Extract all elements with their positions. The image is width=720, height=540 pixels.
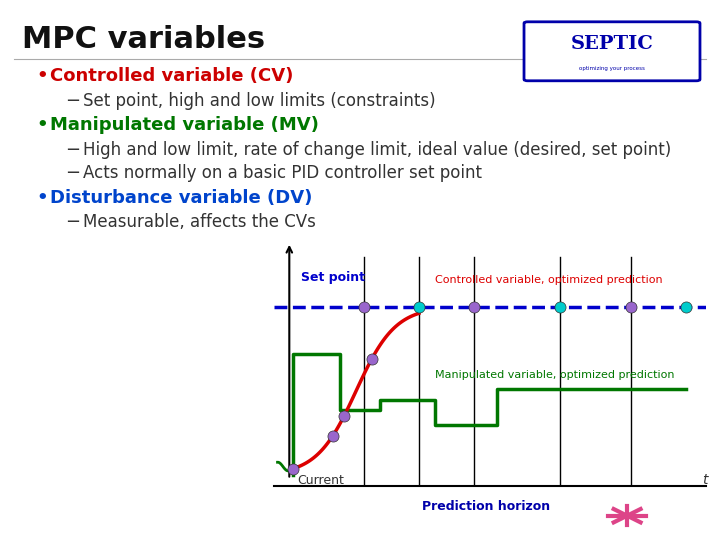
Text: Current: Current <box>297 474 344 487</box>
Text: Set point: Set point <box>301 271 365 284</box>
Text: Manipulated variable, optimized prediction: Manipulated variable, optimized predicti… <box>435 370 674 380</box>
Text: Controlled variable (CV): Controlled variable (CV) <box>50 67 294 85</box>
Text: −: − <box>65 164 80 182</box>
Text: Statoil: Statoil <box>659 511 699 524</box>
Text: Acts normally on a basic PID controller set point: Acts normally on a basic PID controller … <box>83 164 482 182</box>
Text: Measurable, affects the CVs: Measurable, affects the CVs <box>83 213 315 231</box>
Text: −: − <box>65 213 80 231</box>
Text: High and low limit, rate of change limit, ideal value (desired, set point): High and low limit, rate of change limit… <box>83 141 671 159</box>
Text: Disturbance variable (DV): Disturbance variable (DV) <box>50 188 312 206</box>
Text: •: • <box>36 67 48 85</box>
Text: optimizing your process: optimizing your process <box>579 66 645 71</box>
Text: −: − <box>65 141 80 159</box>
FancyBboxPatch shape <box>524 22 700 81</box>
Text: •: • <box>36 116 48 134</box>
Text: Controlled variable, optimized prediction: Controlled variable, optimized predictio… <box>435 275 662 285</box>
Text: SEPTIC: SEPTIC <box>570 35 654 53</box>
Text: Manipulated variable (MV): Manipulated variable (MV) <box>50 116 319 134</box>
Text: t: t <box>702 473 707 487</box>
Text: Prediction horizon: Prediction horizon <box>422 500 550 513</box>
Text: MPC variables: MPC variables <box>22 25 265 53</box>
Text: −: − <box>65 92 80 110</box>
Text: Set point, high and low limits (constraints): Set point, high and low limits (constrai… <box>83 92 436 110</box>
Text: •: • <box>36 188 48 206</box>
